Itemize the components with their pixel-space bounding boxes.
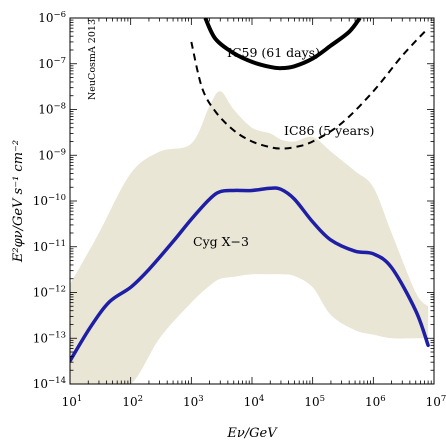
y-tick-label: 10−7 bbox=[38, 56, 66, 71]
x-axis-title: Eν/GeV bbox=[226, 426, 278, 441]
y-tick-label: 10−11 bbox=[33, 239, 66, 254]
y-tick-label: 10−14 bbox=[33, 376, 66, 391]
axis-ticks bbox=[69, 17, 435, 385]
y-tick-label: 10−9 bbox=[38, 147, 66, 162]
y-tick-label: 10−12 bbox=[33, 285, 66, 300]
x-tick-label: 102 bbox=[122, 394, 143, 409]
x-tick-label: 101 bbox=[62, 394, 83, 409]
x-tick-label: 107 bbox=[426, 394, 446, 409]
x-tick-label: 106 bbox=[365, 394, 386, 409]
uncertainty-band bbox=[70, 91, 429, 384]
series-line-ic59 bbox=[203, 18, 362, 71]
y-tick-label: 10−13 bbox=[33, 330, 66, 345]
tick-labels: 101 102 103 104 105 106 107 10−14 10−13 10−12 10−1… bbox=[33, 10, 446, 409]
annotation-ic59: IC59 (61 days) bbox=[227, 45, 320, 60]
x-tick-label: 103 bbox=[183, 394, 204, 409]
annotation-ic86: IC86 (5 years) bbox=[284, 123, 374, 138]
y-axis-title: E²φν/GeV s⁻¹ cm⁻² bbox=[11, 140, 26, 263]
annotation-cygx3: Cyg X−3 bbox=[193, 234, 249, 249]
x-tick-label: 104 bbox=[244, 394, 265, 409]
x-tick-label: 105 bbox=[304, 394, 325, 409]
series-line-ic86 bbox=[190, 27, 429, 150]
y-tick-label: 10−10 bbox=[33, 193, 66, 208]
series-line-cygx3 bbox=[70, 186, 430, 363]
y-tick-label: 10−8 bbox=[38, 102, 66, 117]
watermark: NeuCosmA 2013 bbox=[87, 19, 98, 100]
y-tick-label: 10−6 bbox=[38, 10, 66, 25]
